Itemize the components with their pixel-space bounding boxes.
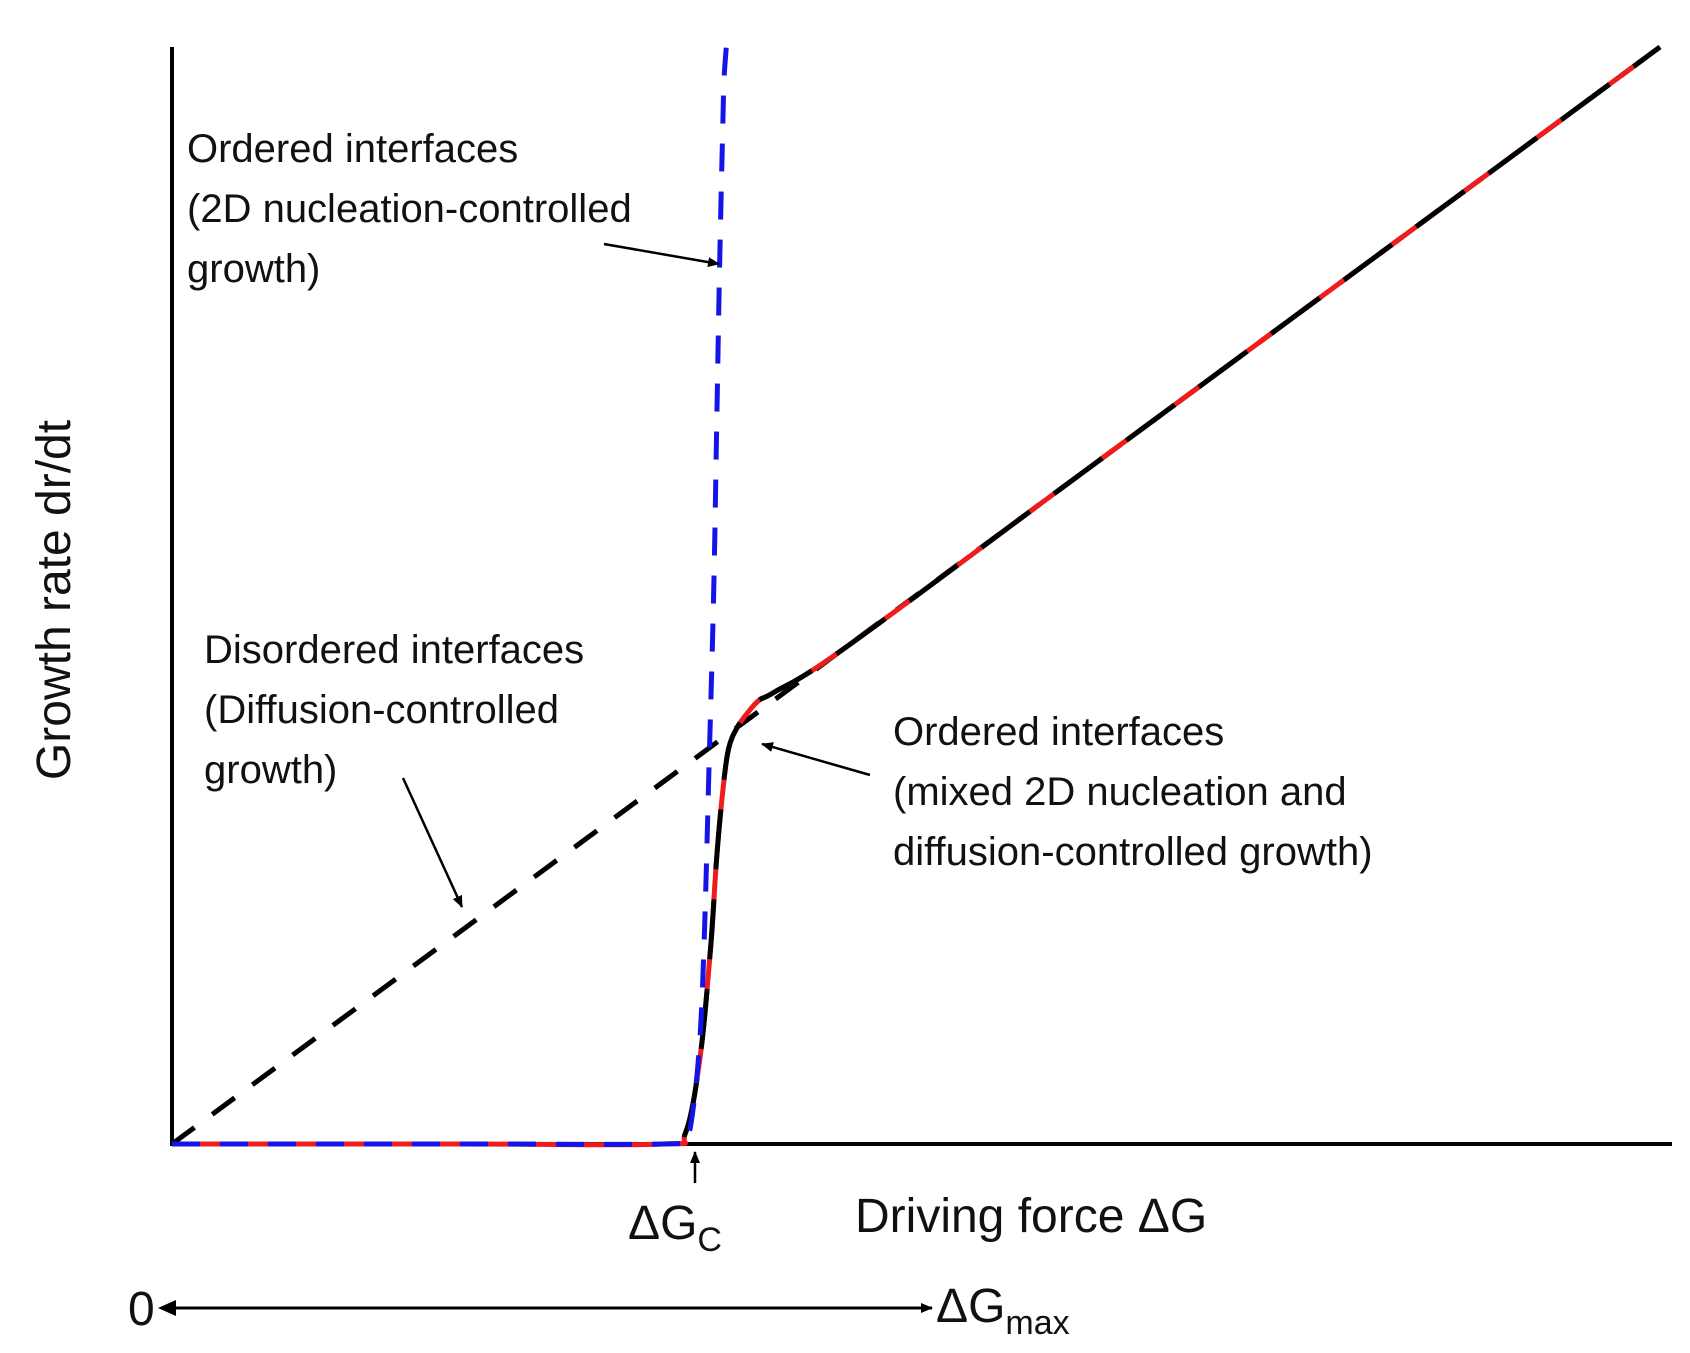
annotation-ordered-mixed: Ordered interfaces (mixed 2D nucleation … xyxy=(893,710,1373,874)
annotation-ordered-2d-line-2: (2D nucleation-controlled xyxy=(187,187,632,231)
annotation-ordered-mixed-arrow xyxy=(761,742,871,777)
annotation-disordered: Disordered interfaces (Diffusion-control… xyxy=(204,628,584,792)
annotation-ordered-2d-line-1: Ordered interfaces xyxy=(187,127,518,171)
range-end-delta: ΔG xyxy=(936,1280,1005,1333)
mixed-series-dash-overlay xyxy=(171,44,1662,1148)
x-axis-label: Driving force ΔG xyxy=(855,1190,1207,1243)
annotation-disordered-arrow xyxy=(401,777,464,908)
annotation-disordered-line-1: Disordered interfaces xyxy=(204,628,584,672)
range-end-sub: max xyxy=(1005,1304,1069,1342)
y-axis-label: Growth rate dr/dt xyxy=(28,420,81,780)
annotation-disordered-line-2: (Diffusion-controlled xyxy=(204,688,559,732)
annotation-ordered-2d-line-3: growth) xyxy=(187,247,320,291)
critical-tick-label: ΔGC xyxy=(628,1197,722,1259)
ordered-2d-series-line xyxy=(171,46,729,1147)
critical-tick-delta: ΔG xyxy=(628,1197,697,1250)
annotation-ordered-mixed-line-1: Ordered interfaces xyxy=(893,710,1224,754)
annotation-ordered-2d-arrow xyxy=(603,242,720,268)
annotation-disordered-line-3: growth) xyxy=(204,748,337,792)
range-arrow-left-head xyxy=(158,1300,176,1316)
annotation-ordered-mixed-line-2: (mixed 2D nucleation and xyxy=(893,770,1347,814)
annotation-ordered-2d: Ordered interfaces (2D nucleation-contro… xyxy=(187,127,632,291)
range-start-label: 0 xyxy=(128,1283,155,1336)
annotation-ordered-mixed-line-3: diffusion-controlled growth) xyxy=(893,830,1373,874)
critical-tick-sub: C xyxy=(697,1221,722,1259)
range-end-label: ΔGmax xyxy=(936,1280,1070,1342)
